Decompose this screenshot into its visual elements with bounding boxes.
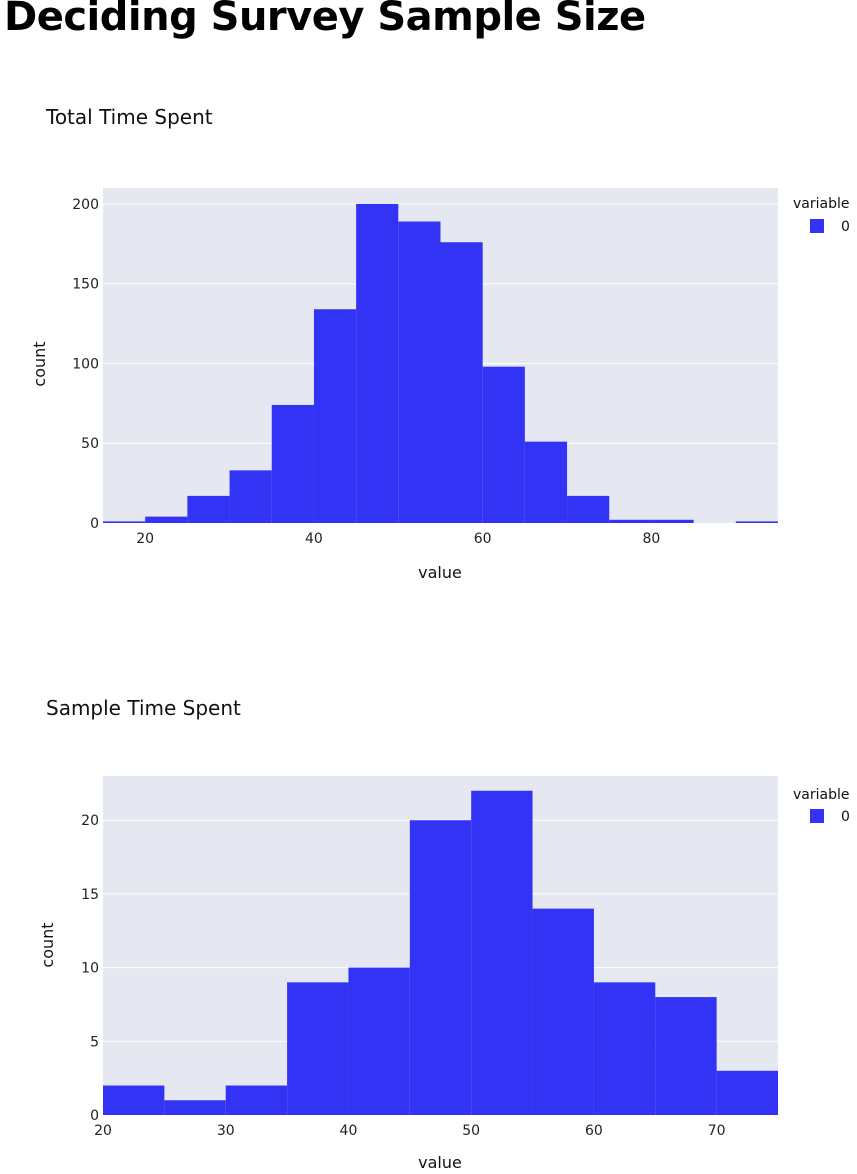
x-tick-label: 20 <box>136 531 154 547</box>
x-axis-title: value <box>418 563 462 582</box>
histogram-bar[interactable] <box>409 820 472 1115</box>
histogram-bar[interactable] <box>145 516 188 523</box>
y-tick-label: 15 <box>81 887 99 903</box>
y-tick-label: 50 <box>81 436 99 452</box>
histogram-bar[interactable] <box>471 790 533 1115</box>
histogram-bar[interactable] <box>532 908 594 1115</box>
legend[interactable]: variable 0 <box>793 787 850 825</box>
y-tick-labels: 0 50 100 150 200 <box>72 197 99 532</box>
chart-title: Sample Time Spent <box>46 696 241 720</box>
x-tick-labels: 20 30 40 50 60 70 <box>94 1123 725 1139</box>
x-tick-label: 60 <box>585 1123 603 1139</box>
histogram-bar[interactable] <box>716 1070 778 1115</box>
histogram-bar[interactable] <box>440 242 483 523</box>
y-tick-label: 5 <box>90 1034 99 1050</box>
legend-label: 0 <box>841 219 850 235</box>
legend[interactable]: variable 0 <box>793 196 850 235</box>
histogram-bar[interactable] <box>356 203 399 523</box>
legend-title: variable <box>793 787 849 803</box>
x-tick-label: 40 <box>340 1123 358 1139</box>
x-tick-label: 70 <box>708 1123 726 1139</box>
y-tick-label: 0 <box>90 1108 99 1124</box>
histogram-bar[interactable] <box>187 495 230 523</box>
histogram-bar[interactable] <box>313 309 357 523</box>
legend-item[interactable]: 0 <box>810 219 850 235</box>
histogram-bar[interactable] <box>225 1085 288 1115</box>
histogram-bar[interactable] <box>229 470 272 523</box>
histogram-bar[interactable] <box>735 521 778 523</box>
x-tick-label: 40 <box>305 531 323 547</box>
histogram-bar[interactable] <box>164 1100 226 1115</box>
histogram-bar[interactable] <box>103 521 146 523</box>
histogram-bar[interactable] <box>271 404 314 523</box>
histogram-bar[interactable] <box>651 519 694 523</box>
y-tick-labels: 0 5 10 15 20 <box>81 813 99 1124</box>
y-tick-label: 10 <box>81 961 99 977</box>
legend-label: 0 <box>841 809 850 825</box>
legend-swatch <box>810 809 824 823</box>
legend-title: variable <box>793 196 849 212</box>
histogram-bar[interactable] <box>567 495 610 523</box>
histogram-bar[interactable] <box>398 221 441 524</box>
y-tick-label: 20 <box>81 813 99 829</box>
histogram-bar[interactable] <box>524 441 568 523</box>
y-tick-label: 200 <box>72 197 99 213</box>
histogram-bar[interactable] <box>348 967 410 1115</box>
histogram-bar[interactable] <box>609 519 652 523</box>
chart-title: Total Time Spent <box>45 105 213 129</box>
x-tick-label: 80 <box>643 531 661 547</box>
y-tick-label: 150 <box>72 277 99 293</box>
histogram-bar[interactable] <box>482 366 525 523</box>
y-tick-label: 0 <box>90 516 99 532</box>
x-tick-label: 30 <box>217 1123 235 1139</box>
x-tick-label: 20 <box>94 1123 112 1139</box>
x-tick-label: 50 <box>462 1123 480 1139</box>
legend-item[interactable]: 0 <box>810 809 850 825</box>
y-axis-title: count <box>30 341 49 386</box>
histogram-bars[interactable] <box>103 203 778 524</box>
x-tick-label: 60 <box>474 531 492 547</box>
histogram-bar[interactable] <box>593 982 656 1115</box>
x-axis-title: value <box>418 1153 462 1172</box>
page-title: Deciding Survey Sample Size <box>4 0 646 40</box>
x-tick-labels: 20 40 60 80 <box>136 531 660 547</box>
histogram-bar[interactable] <box>287 982 349 1115</box>
histogram-bar[interactable] <box>655 997 717 1115</box>
histogram-bar[interactable] <box>103 1085 165 1115</box>
y-tick-label: 100 <box>72 356 99 372</box>
histogram-bars[interactable] <box>103 790 778 1115</box>
total-time-histogram: Total Time Spent 0 50 100 150 200 20 40 60 80 v… <box>30 105 850 582</box>
y-axis-title: count <box>38 922 57 967</box>
legend-swatch <box>810 219 824 233</box>
